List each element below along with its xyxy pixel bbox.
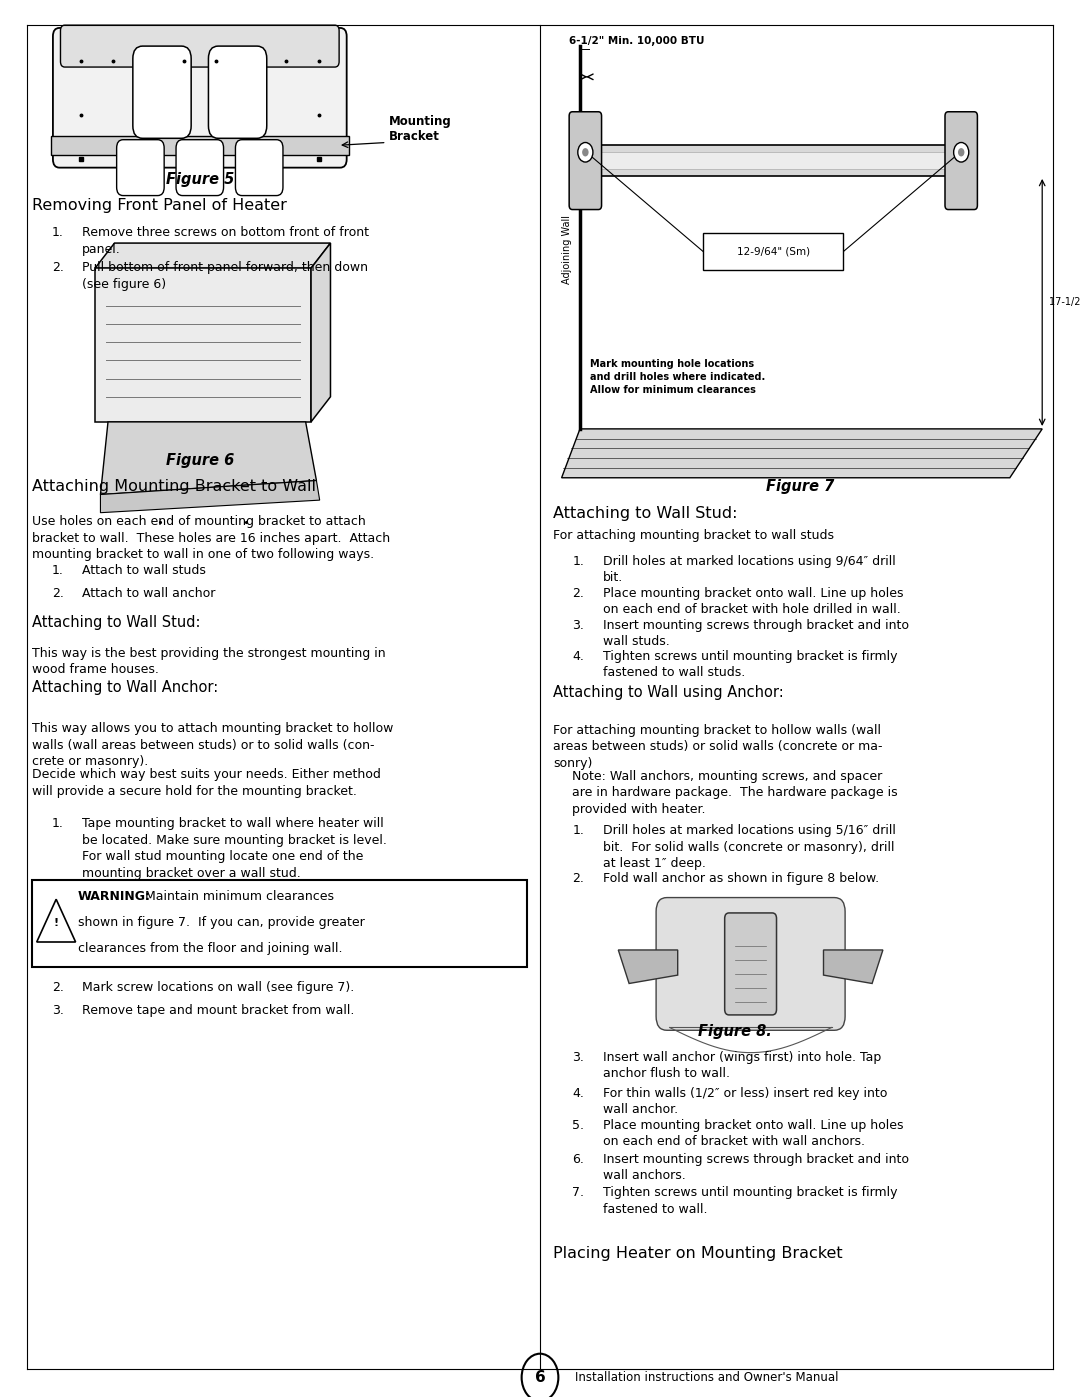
Text: This way is the best providing the strongest mounting in
wood frame houses.: This way is the best providing the stron…	[32, 647, 386, 676]
Text: Attaching to Wall Anchor:: Attaching to Wall Anchor:	[32, 680, 218, 696]
Text: Note: Wall anchors, mounting screws, and spacer
are in hardware package.  The ha: Note: Wall anchors, mounting screws, and…	[572, 770, 899, 816]
Text: 2.: 2.	[572, 872, 584, 884]
Text: 2.: 2.	[52, 587, 64, 599]
Text: 6.: 6.	[572, 1153, 584, 1165]
Text: 4.: 4.	[572, 1087, 584, 1099]
FancyBboxPatch shape	[176, 140, 224, 196]
Polygon shape	[95, 243, 330, 268]
Text: For attaching mounting bracket to wall studs: For attaching mounting bracket to wall s…	[553, 529, 834, 542]
Text: Pull bottom of front panel forward, then down
(see figure 6): Pull bottom of front panel forward, then…	[82, 261, 368, 291]
Bar	[585, 145, 961, 176]
Circle shape	[522, 1354, 558, 1397]
Polygon shape	[95, 268, 311, 422]
Bar	[703, 233, 843, 270]
Text: Remove three screws on bottom front of front
panel.: Remove three screws on bottom front of f…	[82, 226, 369, 256]
Text: 7.: 7.	[572, 1186, 584, 1199]
Polygon shape	[100, 481, 320, 513]
Text: Tighten screws until mounting bracket is firmly
fastened to wall.: Tighten screws until mounting bracket is…	[603, 1186, 897, 1215]
Text: Installation instructions and Owner's Manual: Installation instructions and Owner's Ma…	[575, 1370, 838, 1384]
Text: 1.: 1.	[52, 817, 64, 830]
FancyBboxPatch shape	[60, 25, 339, 67]
Text: Tighten screws until mounting bracket is firmly
fastened to wall studs.: Tighten screws until mounting bracket is…	[603, 650, 897, 679]
Text: Insert wall anchor (wings first) into hole. Tap
anchor flush to wall.: Insert wall anchor (wings first) into ho…	[603, 1051, 881, 1080]
FancyBboxPatch shape	[208, 46, 267, 138]
Text: Remove tape and mount bracket from wall.: Remove tape and mount bracket from wall.	[82, 1004, 354, 1017]
Text: Placing Heater on Mounting Bracket: Placing Heater on Mounting Bracket	[553, 1246, 842, 1261]
Text: 3.: 3.	[572, 619, 584, 631]
Text: 12-9/64" (Sm): 12-9/64" (Sm)	[737, 246, 810, 257]
Text: Figure 5: Figure 5	[165, 172, 234, 187]
Text: Attaching Mounting Bracket to Wall: Attaching Mounting Bracket to Wall	[32, 479, 316, 495]
Circle shape	[578, 142, 593, 162]
Polygon shape	[100, 422, 316, 495]
Text: 6: 6	[535, 1370, 545, 1384]
Text: Insert mounting screws through bracket and into
wall studs.: Insert mounting screws through bracket a…	[603, 619, 908, 648]
Text: Attaching to Wall Stud:: Attaching to Wall Stud:	[553, 506, 738, 521]
Text: Mounting
Bracket: Mounting Bracket	[389, 115, 451, 142]
FancyBboxPatch shape	[569, 112, 602, 210]
Polygon shape	[618, 950, 678, 983]
Text: 1.: 1.	[52, 226, 64, 239]
Text: 1.: 1.	[572, 824, 584, 837]
Text: This way allows you to attach mounting bracket to hollow
walls (wall areas betwe: This way allows you to attach mounting b…	[32, 722, 394, 768]
Text: Removing Front Panel of Heater: Removing Front Panel of Heater	[32, 198, 287, 214]
Text: clearances from the floor and joining wall.: clearances from the floor and joining wa…	[78, 942, 342, 954]
Text: 3.: 3.	[52, 1004, 64, 1017]
FancyBboxPatch shape	[725, 914, 777, 1014]
Text: 2.: 2.	[572, 587, 584, 599]
Text: 2.: 2.	[52, 261, 64, 274]
Text: Attach to wall studs: Attach to wall studs	[82, 564, 206, 577]
Text: WARNING:: WARNING:	[78, 890, 151, 902]
Text: Figure 8.: Figure 8.	[698, 1024, 771, 1039]
Bar	[590, 152, 957, 169]
Circle shape	[954, 142, 969, 162]
Circle shape	[582, 148, 589, 156]
Text: 1.: 1.	[572, 555, 584, 567]
Polygon shape	[311, 243, 330, 422]
Text: Use holes on each end of mounting bracket to attach
bracket to wall.  These hole: Use holes on each end of mounting bracke…	[32, 515, 391, 562]
FancyBboxPatch shape	[117, 140, 164, 196]
Text: shown in figure 7.  If you can, provide greater: shown in figure 7. If you can, provide g…	[78, 916, 365, 929]
Text: 17-1/2" Min.: 17-1/2" Min.	[1049, 298, 1080, 307]
Text: 5.: 5.	[572, 1119, 584, 1132]
Polygon shape	[562, 429, 1042, 478]
Text: Attach to wall anchor: Attach to wall anchor	[82, 587, 215, 599]
Text: 1.: 1.	[52, 564, 64, 577]
Text: Adjoining Wall: Adjoining Wall	[562, 215, 572, 284]
Text: Place mounting bracket onto wall. Line up holes
on each end of bracket with hole: Place mounting bracket onto wall. Line u…	[603, 587, 903, 616]
FancyBboxPatch shape	[656, 897, 846, 1031]
Text: 6-1/2" Min. 10,000 BTU: 6-1/2" Min. 10,000 BTU	[569, 36, 704, 46]
Text: Mark screw locations on wall (see figure 7).: Mark screw locations on wall (see figure…	[82, 981, 354, 993]
Text: Attaching to Wall using Anchor:: Attaching to Wall using Anchor:	[553, 685, 784, 700]
Polygon shape	[37, 900, 76, 942]
Text: Drill holes at marked locations using 5/16″ drill
bit.  For solid walls (concret: Drill holes at marked locations using 5/…	[603, 824, 895, 870]
Text: Figure 6: Figure 6	[165, 453, 234, 468]
Text: Mark mounting hole locations
and drill holes where indicated.
Allow for minimum : Mark mounting hole locations and drill h…	[590, 359, 765, 394]
Text: Attaching to Wall Stud:: Attaching to Wall Stud:	[32, 615, 201, 630]
Text: Maintain minimum clearances: Maintain minimum clearances	[141, 890, 335, 902]
Polygon shape	[824, 950, 883, 983]
Text: Tape mounting bracket to wall where heater will
be located. Make sure mounting b: Tape mounting bracket to wall where heat…	[82, 817, 387, 880]
Text: Insert mounting screws through bracket and into
wall anchors.: Insert mounting screws through bracket a…	[603, 1153, 908, 1182]
Text: 3.: 3.	[572, 1051, 584, 1063]
Text: For thin walls (1/2″ or less) insert red key into
wall anchor.: For thin walls (1/2″ or less) insert red…	[603, 1087, 887, 1116]
FancyBboxPatch shape	[235, 140, 283, 196]
FancyBboxPatch shape	[53, 28, 347, 168]
FancyBboxPatch shape	[133, 46, 191, 138]
Text: Place mounting bracket onto wall. Line up holes
on each end of bracket with wall: Place mounting bracket onto wall. Line u…	[603, 1119, 903, 1148]
Text: Decide which way best suits your needs. Either method
will provide a secure hold: Decide which way best suits your needs. …	[32, 768, 381, 798]
Text: Fold wall anchor as shown in figure 8 below.: Fold wall anchor as shown in figure 8 be…	[603, 872, 879, 884]
Bar	[32, 880, 527, 967]
Text: Drill holes at marked locations using 9/64″ drill
bit.: Drill holes at marked locations using 9/…	[603, 555, 895, 584]
Circle shape	[958, 148, 964, 156]
Text: !: !	[54, 918, 58, 928]
FancyBboxPatch shape	[945, 112, 977, 210]
Text: 2.: 2.	[52, 981, 64, 993]
Bar	[51, 136, 349, 155]
Text: Figure 7: Figure 7	[766, 479, 835, 495]
Text: For attaching mounting bracket to hollow walls (wall
areas between studs) or sol: For attaching mounting bracket to hollow…	[553, 724, 882, 770]
Text: 4.: 4.	[572, 650, 584, 662]
